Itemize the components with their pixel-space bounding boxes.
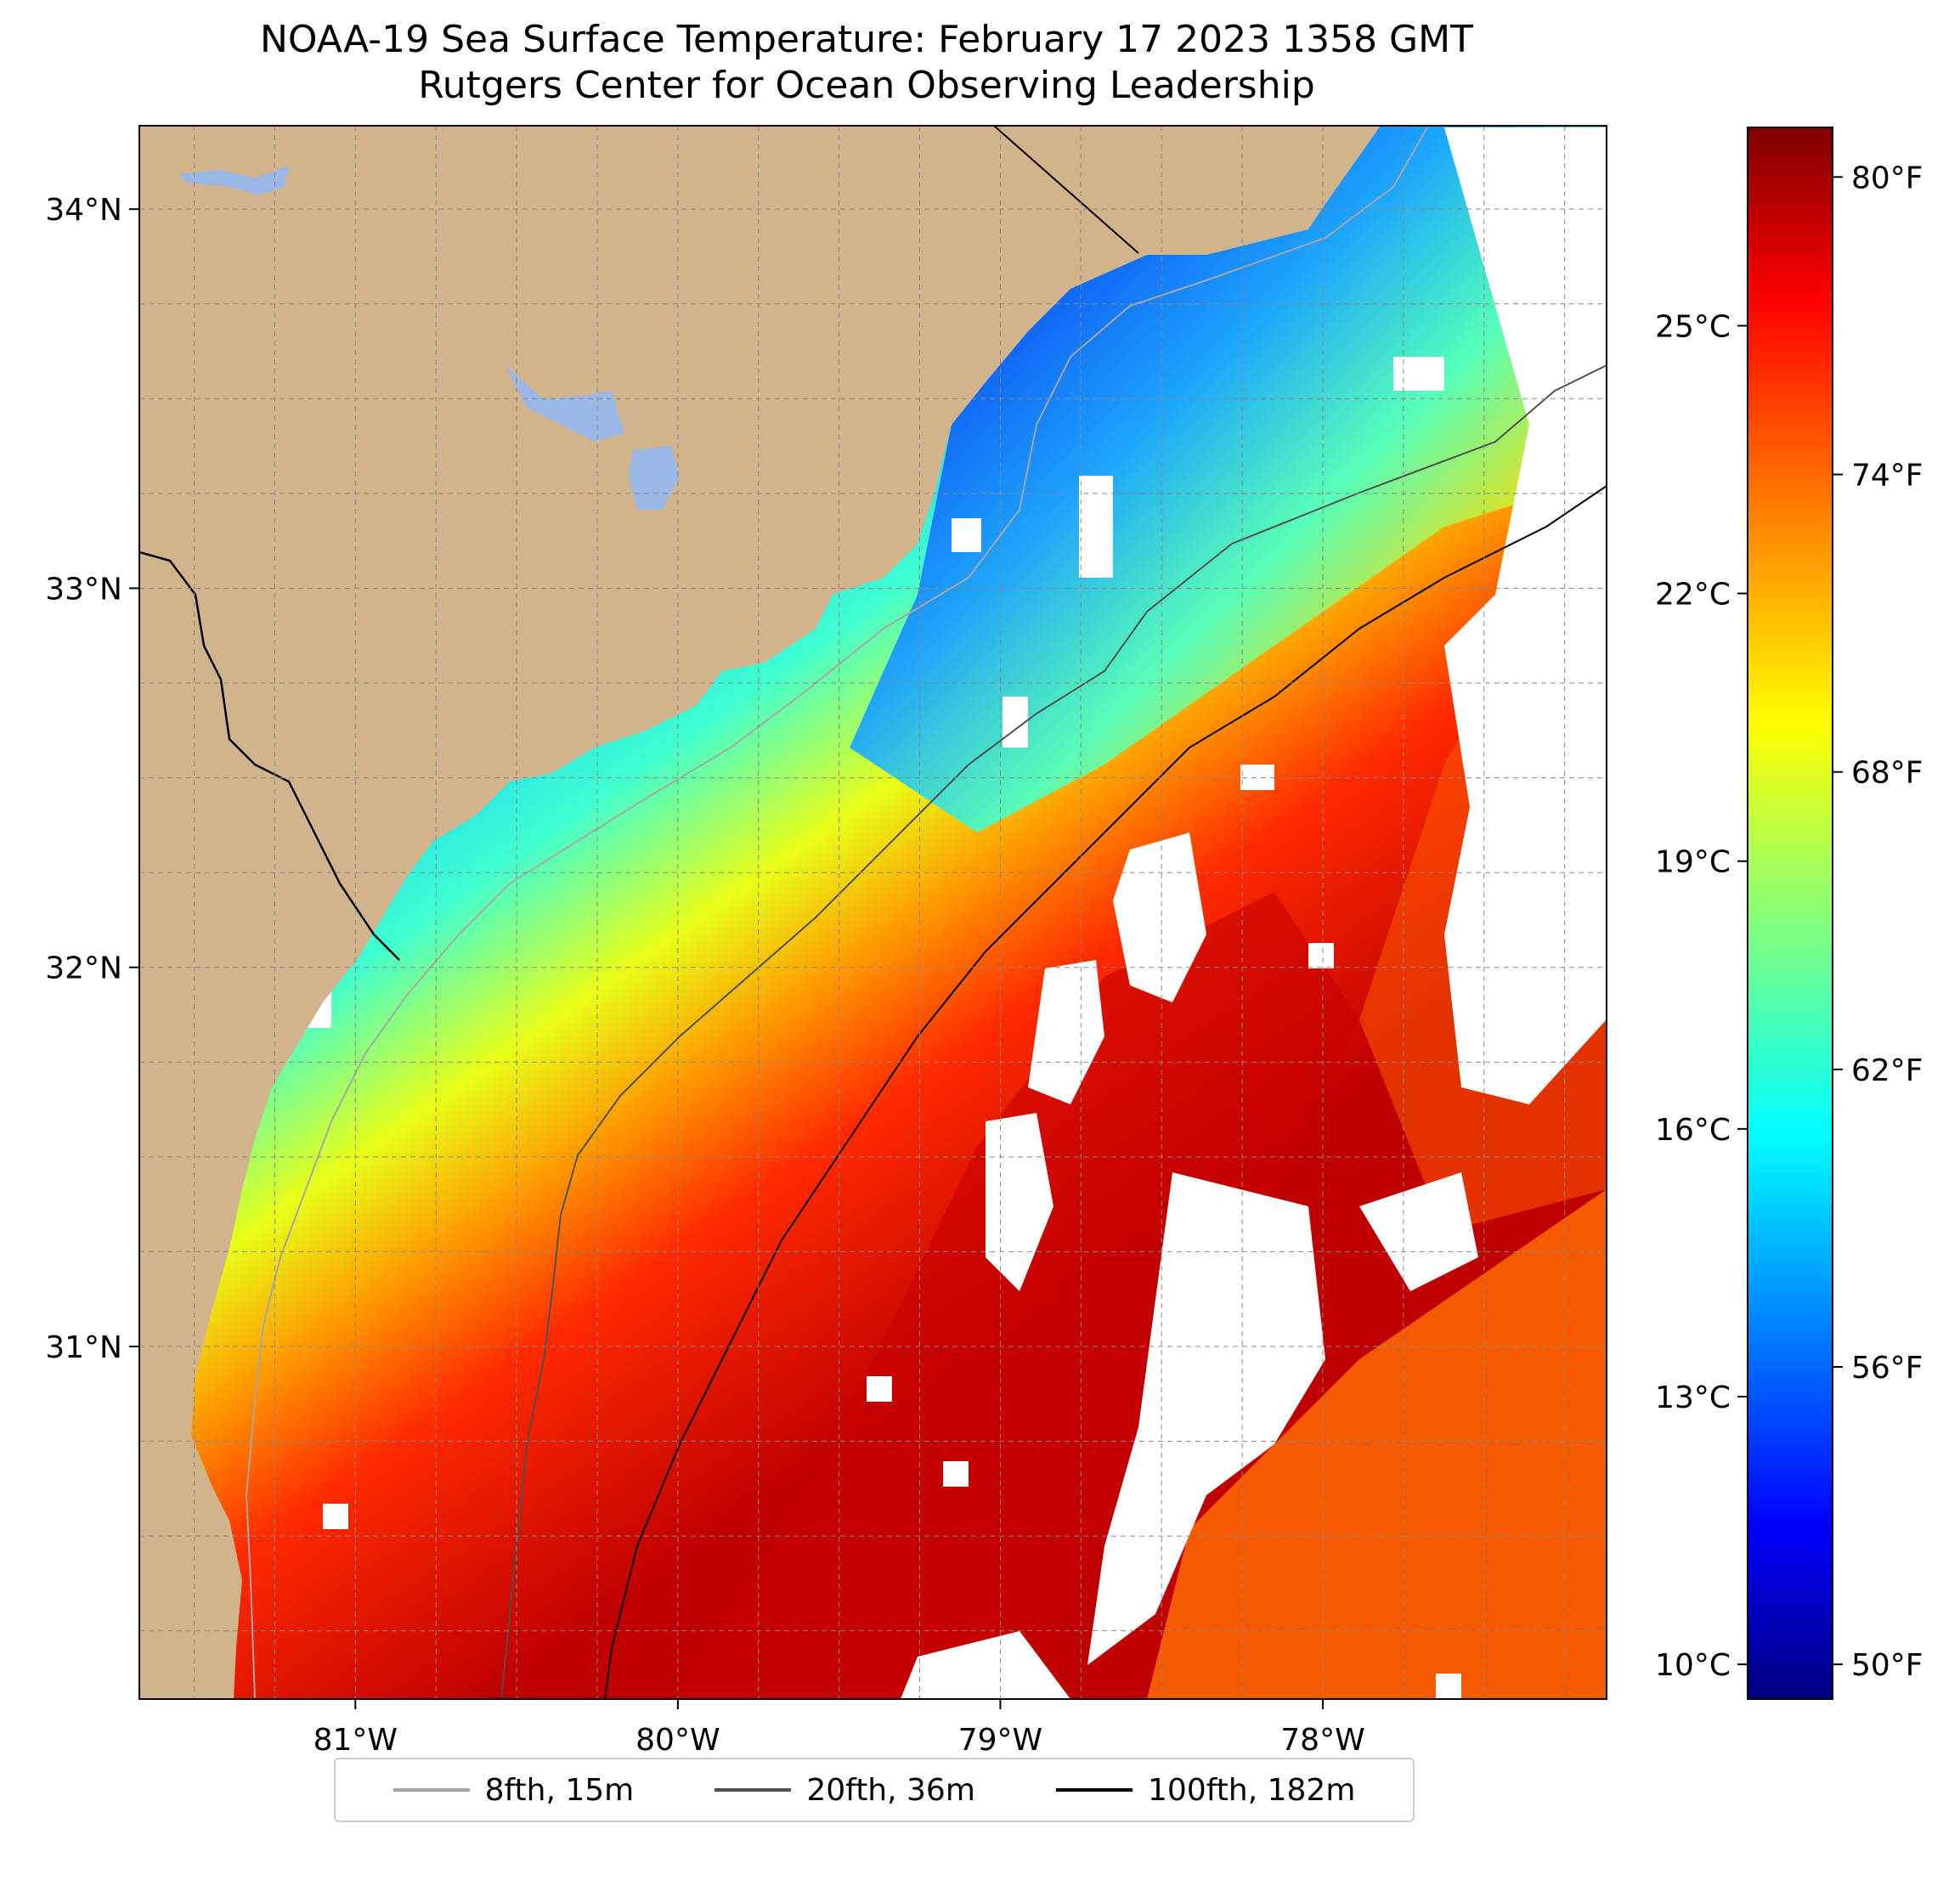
legend-swatch-8fth <box>393 1788 470 1792</box>
colorbar <box>1747 127 1833 1700</box>
map-title: NOAA-19 Sea Surface Temperature: Februar… <box>0 17 1733 109</box>
legend-swatch-100fth <box>1056 1788 1133 1792</box>
fahrenheit-tick-label: 74°F <box>1851 459 1923 494</box>
sst-field <box>139 126 1607 1699</box>
fahrenheit-tick-label: 56°F <box>1851 1351 1923 1386</box>
celsius-tick-label: 22°C <box>1655 578 1731 613</box>
legend-item-100fth: 100fth, 182m <box>1056 1773 1355 1808</box>
legend-item-20fth: 20fth, 36m <box>715 1773 975 1808</box>
fahrenheit-tick-label: 68°F <box>1851 756 1923 791</box>
fahrenheit-tick-label: 50°F <box>1851 1648 1923 1683</box>
celsius-tick-label: 10°C <box>1655 1648 1731 1683</box>
state-border <box>993 126 1139 254</box>
latitude-axis: 34°N 33°N 32°N 31°N <box>45 193 139 1365</box>
fahrenheit-tick-label: 80°F <box>1851 161 1923 195</box>
lon-tick-label: 78°W <box>1280 1723 1364 1758</box>
lon-tick-label: 81°W <box>313 1723 398 1758</box>
fahrenheit-tick-label: 62°F <box>1851 1053 1923 1088</box>
depth-contour-legend: 8fth, 15m 20fth, 36m 100fth, 182m <box>334 1758 1415 1822</box>
celsius-tick-label: 19°C <box>1655 845 1731 880</box>
celsius-tick-label: 16°C <box>1655 1113 1731 1148</box>
lon-tick-label: 80°W <box>635 1723 720 1758</box>
longitude-axis: 81°W 80°W 79°W 78°W <box>313 1699 1365 1758</box>
lat-tick-label: 33°N <box>45 572 122 607</box>
lat-tick-label: 34°N <box>45 193 122 228</box>
legend-item-8fth: 8fth, 15m <box>393 1772 635 1808</box>
colorbar-celsius-axis: 25°C 22°C 19°C 16°C 13°C 10°C <box>1655 309 1748 1683</box>
contour-100fth <box>604 485 1607 1699</box>
colorbar-fahrenheit-axis: 80°F 74°F 68°F 62°F 56°F 50°F <box>1833 161 1923 1683</box>
legend-label-100fth: 100fth, 182m <box>1148 1772 1356 1808</box>
gridlines <box>139 126 1607 1699</box>
celsius-tick-label: 13°C <box>1655 1380 1731 1415</box>
land <box>139 126 1381 1699</box>
legend-label-20fth: 20fth, 36m <box>806 1772 975 1808</box>
legend-swatch-20fth <box>715 1788 792 1792</box>
title-line-1: NOAA-19 Sea Surface Temperature: Februar… <box>260 18 1473 61</box>
title-line-2: Rutgers Center for Ocean Observing Leade… <box>418 64 1315 107</box>
map-border <box>138 125 1607 1700</box>
contour-8fth <box>245 127 1428 1699</box>
legend-label-8fth: 8fth, 15m <box>484 1772 635 1808</box>
lat-tick-label: 31°N <box>45 1330 122 1365</box>
cloud-mask <box>306 127 1607 1699</box>
lon-tick-label: 79°W <box>958 1723 1042 1758</box>
lat-tick-label: 32°N <box>45 951 122 986</box>
celsius-tick-label: 25°C <box>1655 309 1731 344</box>
contour-20fth <box>500 364 1607 1699</box>
